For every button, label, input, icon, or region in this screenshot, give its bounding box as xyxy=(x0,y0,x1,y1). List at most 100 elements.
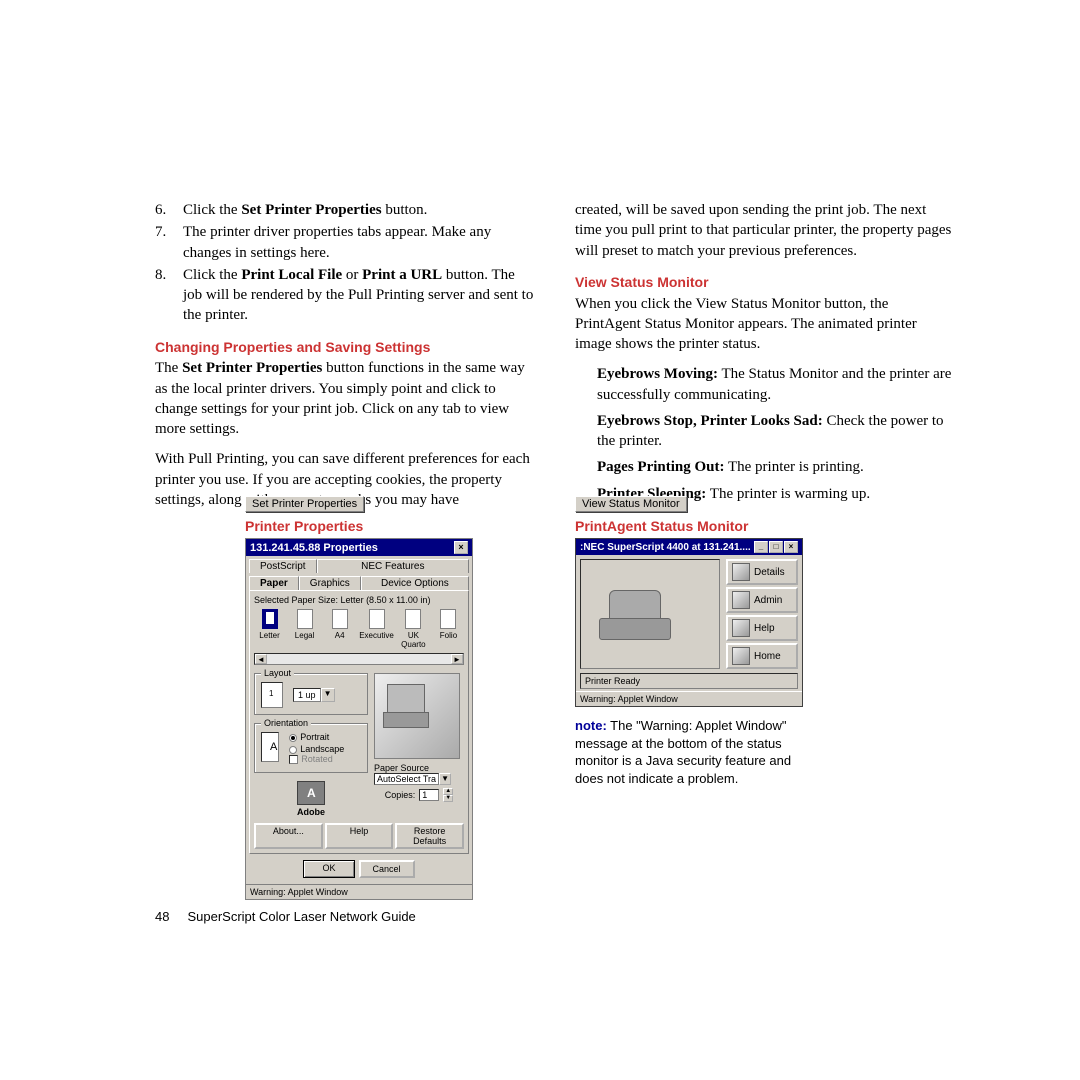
paper-legal[interactable]: Legal xyxy=(289,609,320,649)
def-eyebrows-moving: Eyebrows Moving: The Status Monitor and … xyxy=(597,364,955,405)
step-6: 6.Click the Set Printer Properties butto… xyxy=(155,200,535,220)
copies-label: Copies: xyxy=(385,790,416,800)
minimize-icon[interactable]: _ xyxy=(754,541,768,553)
paper-source-label: Paper Source xyxy=(374,763,429,773)
copies-spinner[interactable]: ▲▼ xyxy=(443,788,453,802)
figures-area: Set Printer Properties Printer Propertie… xyxy=(155,494,955,900)
layout-group: Layout 1 up▼ xyxy=(254,673,368,715)
paper-scrollbar[interactable]: ◄► xyxy=(254,653,464,665)
paper-icon xyxy=(297,609,313,629)
details-button[interactable]: Details xyxy=(726,559,798,585)
paper-uk-quarto[interactable]: UK Quarto xyxy=(398,609,429,649)
chevron-down-icon[interactable]: ▼ xyxy=(321,688,335,702)
para-created: created, will be saved upon sending the … xyxy=(575,200,955,261)
dialog-title-text: 131.241.45.88 Properties xyxy=(250,542,378,554)
orientation-group: Orientation Portrait Landscape Rotated xyxy=(254,723,368,773)
figure-printer-properties: Set Printer Properties Printer Propertie… xyxy=(155,494,535,900)
tab-nec-features[interactable]: NEC Features xyxy=(317,559,469,573)
status-titlebar: :NEC SuperScript 4400 at 131.241.... _ □… xyxy=(576,539,802,555)
scroll-right-icon[interactable]: ► xyxy=(451,654,463,664)
tab-postscript[interactable]: PostScript xyxy=(249,559,317,573)
paper-size-list: Letter Legal A4 Executive UK Quarto Foli… xyxy=(254,609,464,649)
paper-executive[interactable]: Executive xyxy=(359,609,394,649)
status-title-text: :NEC SuperScript 4400 at 131.241.... xyxy=(580,542,751,553)
radio-portrait[interactable]: Portrait xyxy=(289,732,361,742)
step-list: 6.Click the Set Printer Properties butto… xyxy=(155,200,535,326)
cancel-button[interactable]: Cancel xyxy=(359,860,415,878)
paper-icon xyxy=(405,609,421,629)
radio-icon xyxy=(289,734,297,742)
step-7: 7.The printer driver properties tabs app… xyxy=(155,222,535,263)
help-icon xyxy=(732,619,750,637)
orientation-group-title: Orientation xyxy=(261,718,311,728)
ok-button[interactable]: OK xyxy=(303,860,354,878)
radio-landscape[interactable]: Landscape Rotated xyxy=(289,744,361,764)
paper-icon xyxy=(369,609,385,629)
checkbox-icon xyxy=(289,755,298,764)
maximize-icon[interactable]: □ xyxy=(769,541,783,553)
para-changing-1: The Set Printer Properties button functi… xyxy=(155,358,535,439)
tab-paper[interactable]: Paper xyxy=(249,576,299,590)
close-icon[interactable]: × xyxy=(784,541,798,553)
para-view-status: When you click the View Status Monitor b… xyxy=(575,294,955,355)
page-number: 48 xyxy=(155,909,169,924)
orientation-preview-icon xyxy=(261,732,279,762)
scroll-left-icon[interactable]: ◄ xyxy=(255,654,267,664)
dialog-titlebar: 131.241.45.88 Properties × xyxy=(246,539,472,556)
details-icon xyxy=(732,563,750,581)
home-icon xyxy=(732,647,750,665)
paper-a4[interactable]: A4 xyxy=(324,609,355,649)
printer-animation-area xyxy=(580,559,720,669)
adobe-logo-area: Adobe xyxy=(254,781,368,817)
layout-preview-icon xyxy=(261,682,283,708)
paper-source-select[interactable]: AutoSelect Tra▼ xyxy=(374,773,451,785)
status-monitor-window: :NEC SuperScript 4400 at 131.241.... _ □… xyxy=(575,538,803,707)
step-8: 8.Click the Print Local File or Print a … xyxy=(155,265,535,326)
paper-folio[interactable]: Folio xyxy=(433,609,464,649)
applet-warning-bar: Warning: Applet Window xyxy=(576,691,802,706)
printer-preview-icon xyxy=(374,673,460,759)
tab-graphics[interactable]: Graphics xyxy=(299,576,361,590)
tabs-row-back: PostScript NEC Features xyxy=(246,556,472,573)
about-button[interactable]: About... xyxy=(254,823,323,849)
printer-graphic-icon xyxy=(599,590,669,640)
note-text: note: The "Warning: Applet Window" messa… xyxy=(575,717,803,787)
spin-down-icon[interactable]: ▼ xyxy=(443,795,453,802)
figure-status-monitor: View Status Monitor PrintAgent Status Mo… xyxy=(575,494,955,900)
copies-input[interactable]: 1 xyxy=(419,789,439,801)
dialog-body: Selected Paper Size: Letter (8.50 x 11.0… xyxy=(249,590,469,854)
home-button[interactable]: Home xyxy=(726,643,798,669)
help-button[interactable]: Help xyxy=(325,823,394,849)
admin-icon xyxy=(732,591,750,609)
def-eyebrows-stop: Eyebrows Stop, Printer Looks Sad: Check … xyxy=(597,411,955,452)
tab-device-options[interactable]: Device Options xyxy=(361,576,469,590)
status-body: Details Admin Help Home Printer Ready xyxy=(576,555,802,691)
page-footer: 48 SuperScript Color Laser Network Guide xyxy=(155,909,416,924)
applet-warning-bar: Warning: Applet Window xyxy=(246,884,472,899)
adobe-icon xyxy=(297,781,325,805)
spin-up-icon[interactable]: ▲ xyxy=(443,788,453,795)
close-icon[interactable]: × xyxy=(454,541,468,554)
tabs-row-front: Paper Graphics Device Options xyxy=(246,573,472,590)
set-printer-properties-button[interactable]: Set Printer Properties xyxy=(245,496,364,512)
view-status-monitor-button[interactable]: View Status Monitor xyxy=(575,496,687,512)
paper-icon xyxy=(332,609,348,629)
layout-group-title: Layout xyxy=(261,668,294,678)
paper-letter[interactable]: Letter xyxy=(254,609,285,649)
printer-status-text: Printer Ready xyxy=(580,673,798,689)
admin-button[interactable]: Admin xyxy=(726,587,798,613)
chevron-down-icon[interactable]: ▼ xyxy=(439,773,451,785)
restore-defaults-button[interactable]: Restore Defaults xyxy=(395,823,464,849)
selected-paper-label: Selected Paper Size: Letter (8.50 x 11.0… xyxy=(254,595,464,605)
footer-title: SuperScript Color Laser Network Guide xyxy=(187,909,415,924)
layout-select[interactable]: 1 up▼ xyxy=(293,688,335,702)
paper-icon xyxy=(440,609,456,629)
adobe-label: Adobe xyxy=(297,807,325,817)
caption-status-monitor: PrintAgent Status Monitor xyxy=(575,518,955,534)
printer-properties-dialog: 131.241.45.88 Properties × PostScript NEC… xyxy=(245,538,473,900)
help-button[interactable]: Help xyxy=(726,615,798,641)
paper-icon xyxy=(262,609,278,629)
subhead-changing: Changing Properties and Saving Settings xyxy=(155,338,535,357)
subhead-view-status: View Status Monitor xyxy=(575,273,955,292)
left-column: 6.Click the Set Printer Properties butto… xyxy=(155,200,535,520)
